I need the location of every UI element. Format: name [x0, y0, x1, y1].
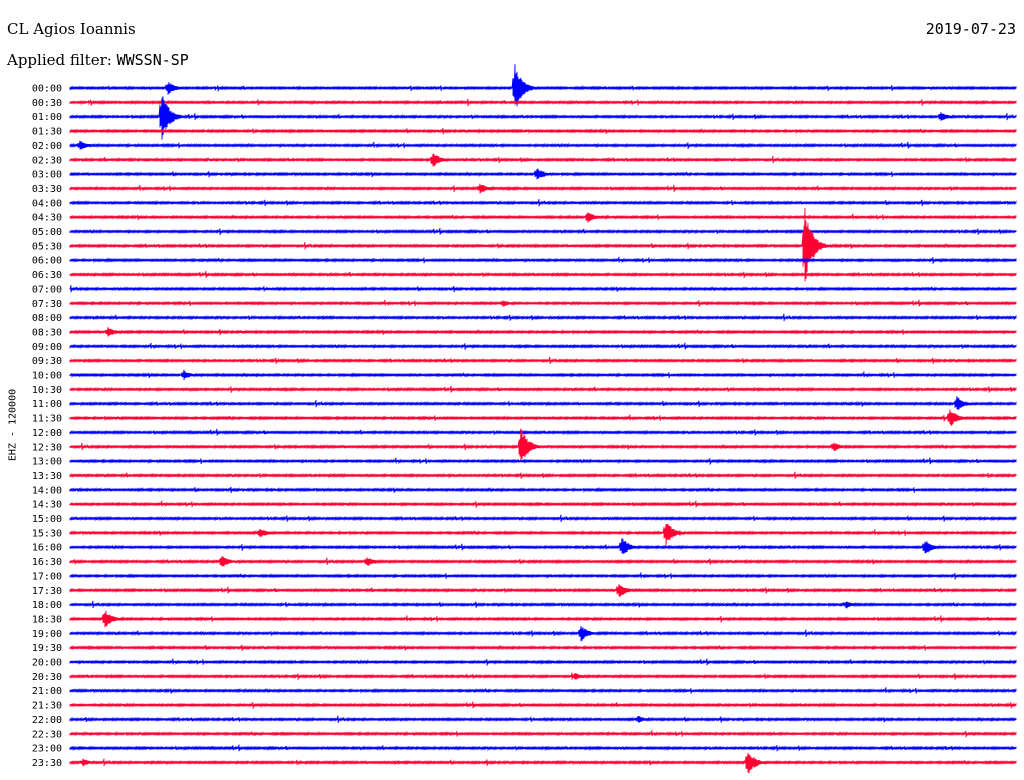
row-time-label: 01:00 [32, 112, 62, 123]
row-time-label: 18:30 [32, 614, 62, 625]
trace-row-1600 [69, 538, 1017, 554]
row-time-label: 21:30 [32, 701, 62, 712]
row-time-label: 18:00 [32, 600, 62, 611]
row-time-label: 04:30 [32, 213, 62, 224]
row-time-label: 23:00 [32, 744, 62, 755]
row-time-label: 06:00 [32, 256, 62, 267]
row-time-label: 13:00 [32, 457, 62, 468]
row-time-label: 03:30 [32, 184, 62, 195]
row-time-label: 01:30 [32, 127, 62, 138]
station-title: CL Agios Ioannis [7, 20, 136, 38]
row-time-label: 08:00 [32, 313, 62, 324]
trace-row-0000 [69, 64, 1017, 107]
row-time-label: 09:30 [32, 356, 62, 367]
row-time-label: 06:30 [32, 270, 62, 281]
row-time-label: 15:00 [32, 514, 62, 525]
date-label: 2019-07-23 [925, 20, 1016, 38]
row-time-label: 04:00 [32, 198, 62, 209]
row-time-label: 23:30 [32, 758, 62, 769]
row-time-label: 09:00 [32, 342, 62, 353]
row-time-label: 12:30 [32, 442, 62, 453]
row-time-label: 21:00 [32, 686, 62, 697]
row-time-label: 10:30 [32, 385, 62, 396]
row-time-label: 11:30 [32, 414, 62, 425]
row-time-label: 16:00 [32, 543, 62, 554]
row-time-label: 12:00 [32, 428, 62, 439]
row-time-label: 07:30 [32, 299, 62, 310]
row-time-label: 20:30 [32, 672, 62, 683]
row-time-label: 19:00 [32, 629, 62, 640]
row-time-label: 16:30 [32, 557, 62, 568]
row-time-label: 19:30 [32, 643, 62, 654]
row-time-label: 13:30 [32, 471, 62, 482]
filter-value: WWSSN-SP [116, 51, 189, 69]
row-time-label: 02:00 [32, 141, 62, 152]
row-time-label: 03:00 [32, 170, 62, 181]
row-time-label: 22:30 [32, 729, 62, 740]
row-time-label: 22:00 [32, 715, 62, 726]
row-time-label: 02:30 [32, 155, 62, 166]
trace-row-1530 [69, 523, 1017, 546]
row-time-label: 05:00 [32, 227, 62, 238]
row-time-label: 17:00 [32, 571, 62, 582]
filter-label: Applied filter: [7, 51, 112, 69]
row-time-label: 00:00 [32, 84, 62, 95]
row-time-label: 20:00 [32, 658, 62, 669]
row-time-label: 08:30 [32, 327, 62, 338]
filter-line: Applied filter: WWSSN-SP [7, 51, 189, 69]
row-time-label: 15:30 [32, 528, 62, 539]
row-time-label: 00:30 [32, 98, 62, 109]
row-time-label: 14:00 [32, 485, 62, 496]
row-time-label: 14:30 [32, 500, 62, 511]
trace-row-1100 [69, 396, 1017, 410]
row-time-label: 10:00 [32, 371, 62, 382]
row-time-label: 11:00 [32, 399, 62, 410]
row-time-label: 07:00 [32, 284, 62, 295]
row-time-label: 05:30 [32, 241, 62, 252]
row-time-label: 17:30 [32, 586, 62, 597]
